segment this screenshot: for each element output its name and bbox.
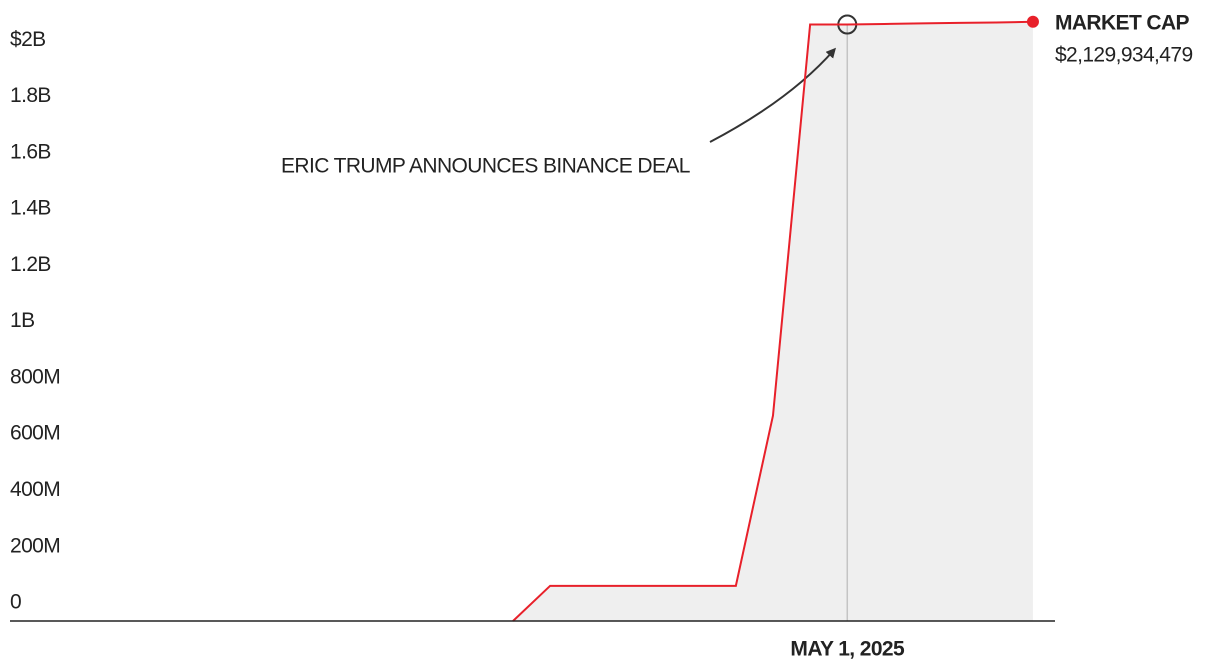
- y-tick-label: 1.4B: [10, 197, 51, 220]
- y-tick-label: 1B: [10, 309, 35, 332]
- value-label: $2,129,934,479: [1055, 43, 1193, 66]
- annotation-arrow: [709, 47, 836, 143]
- y-tick-label: 400M: [10, 478, 60, 501]
- area: [513, 21, 1033, 622]
- line: [512, 20, 1033, 622]
- y-tick-label: 600M: [10, 422, 60, 445]
- end-dot: [1026, 15, 1039, 28]
- annotation: ERIC TRUMP ANNOUNCES BINANCE DEAL: [281, 155, 690, 178]
- y-tick-label: $2B: [10, 28, 46, 51]
- plot-area: [513, 21, 1033, 622]
- y-tick-label: 0: [10, 591, 21, 614]
- y-tick-label: 200M: [10, 534, 60, 557]
- y-tick-label: 1.2B: [10, 253, 51, 276]
- y-tick-label: 1.6B: [10, 140, 51, 163]
- x-tick-label: MAY 1, 2025: [790, 638, 905, 661]
- y-tick-label: 800M: [10, 365, 60, 388]
- y-tick-label: 1.8B: [10, 84, 51, 107]
- legend-label: MARKET CAP: [1055, 11, 1190, 34]
